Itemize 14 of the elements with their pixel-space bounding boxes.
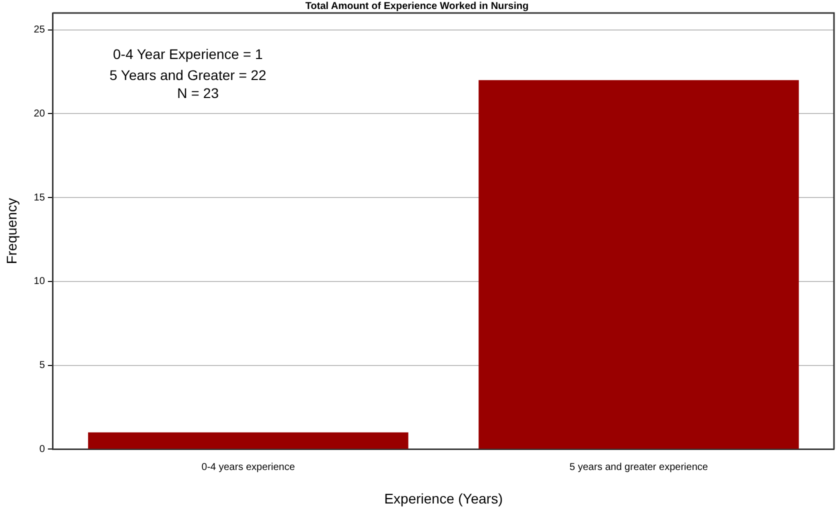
x-tick-label: 5 years and greater experience bbox=[570, 462, 708, 473]
y-tick-label: 10 bbox=[34, 276, 46, 288]
x-axis-title: Experience (Years) bbox=[384, 490, 503, 506]
y-axis-title: Frequency bbox=[3, 198, 20, 264]
y-tick-label: 0 bbox=[39, 444, 46, 455]
y-tick-label: 5 bbox=[39, 360, 46, 372]
annotation: 5 Years and Greater = 22 bbox=[110, 66, 267, 83]
annotation: N = 23 bbox=[177, 84, 219, 101]
x-tick-label: 0-4 years experience bbox=[201, 462, 296, 473]
y-tick-label: 15 bbox=[34, 192, 46, 204]
annotation: 0-4 Year Experience = 1 bbox=[113, 46, 264, 62]
chart-title: Total Amount of Experience Worked in Nursing bbox=[305, 0, 529, 12]
y-tick-label: 20 bbox=[34, 108, 46, 120]
y-tick-label: 25 bbox=[34, 24, 46, 36]
